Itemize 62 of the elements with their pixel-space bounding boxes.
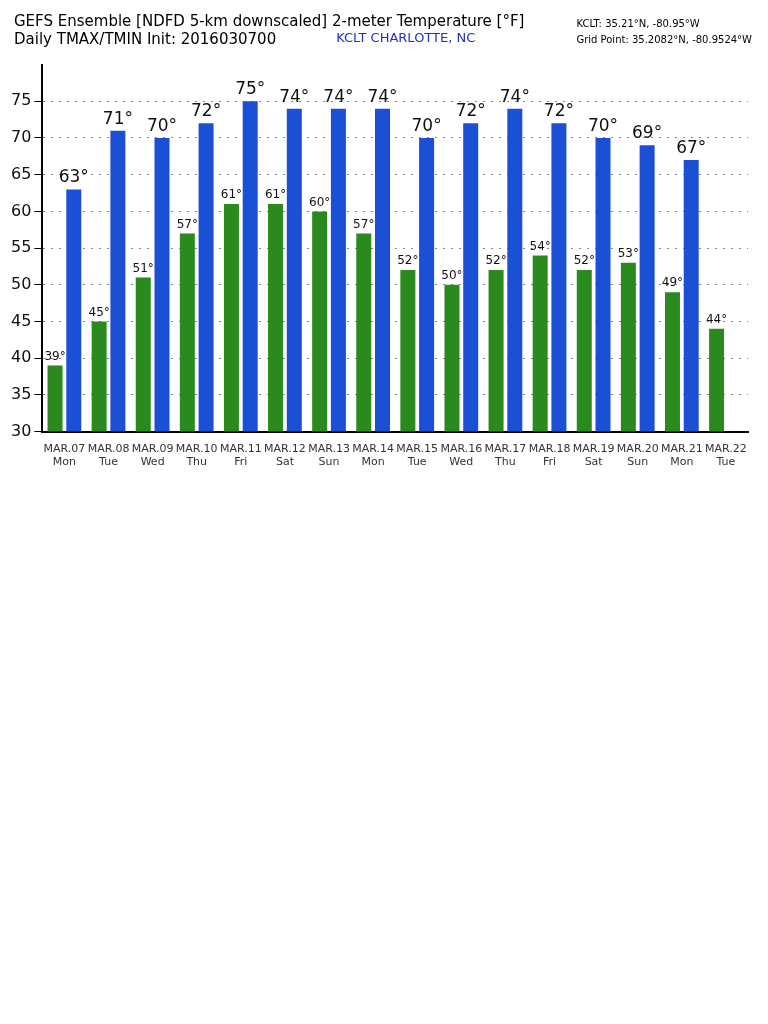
y-tick-label: 45: [11, 310, 32, 330]
x-tick-label: MAR.18 Fri: [528, 442, 571, 469]
data-label: 60°: [309, 194, 331, 209]
data-label: 72°: [543, 100, 574, 121]
text: Grid Point: 35.2082°N, -80.9524°W: [576, 33, 752, 47]
data-label: 70°: [411, 114, 442, 135]
data-label: 54°: [529, 238, 551, 253]
x-tick-label: MAR.08 Tue: [87, 442, 130, 469]
x-tick-label: MAR.12 Sat: [264, 442, 306, 469]
x-tick-label: MAR.09 Wed: [131, 442, 174, 469]
data-label: 63°: [58, 166, 89, 187]
x-tick-label: MAR.17 Thu: [484, 442, 527, 469]
x-tick-label: MAR.14 Mon: [352, 442, 395, 469]
y-tick-label: 35: [11, 384, 32, 404]
y-tick-label: 55: [11, 237, 32, 257]
chart-subtitle: Daily TMAX/TMIN Init: 2016030700: [14, 30, 277, 48]
data-label: 53°: [617, 245, 640, 260]
data-label: 57°: [176, 216, 198, 231]
chart-title: GEFS Ensemble [NDFD 5-km downscaled] 2-meter Temperature [°F]: [14, 12, 525, 30]
x-tick-label: MAR.22 Tue: [705, 442, 747, 469]
data-label: 69°: [632, 122, 663, 143]
text: KCLT CHARLOTTE, NC: [336, 30, 476, 47]
x-tick-label: MAR.21 Mon: [660, 442, 703, 469]
y-tick-label: 30: [11, 420, 32, 440]
data-label: 74°: [367, 85, 398, 106]
data-label: 72°: [455, 100, 486, 121]
data-label: 61°: [220, 187, 243, 202]
x-tick-label: MAR.10 Thu: [175, 442, 218, 469]
data-label: 67°: [676, 136, 707, 157]
y-tick-label: 60: [11, 200, 32, 220]
data-label: 52°: [573, 253, 595, 268]
data-label: 52°: [397, 253, 419, 268]
y-tick-label: 75: [11, 90, 32, 110]
data-label: 70°: [587, 114, 619, 135]
y-tick-label: 50: [11, 273, 32, 293]
data-label: 45°: [88, 304, 110, 319]
x-tick-label: MAR.15 Tue: [396, 442, 439, 469]
data-label: 61°: [264, 187, 287, 202]
data-label: 72°: [191, 100, 222, 121]
data-label: 51°: [132, 260, 154, 275]
data-label: 44°: [705, 311, 728, 326]
text: KCLT: 35.21°N, -80.95°W: [576, 17, 701, 31]
data-label: 74°: [279, 85, 310, 106]
data-label: 74°: [323, 85, 354, 106]
x-tick-label: MAR.19 Sat: [572, 442, 615, 469]
x-tick-label: MAR.13 Sun: [308, 442, 350, 469]
data-label: 52°: [485, 253, 507, 268]
data-label: 49°: [661, 275, 684, 290]
x-tick-label: MAR.20 Sun: [616, 442, 659, 469]
x-tick-label: MAR.16 Wed: [440, 442, 483, 469]
x-tick-label: MAR.11 Fri: [219, 442, 262, 469]
y-tick-label: 70: [11, 127, 32, 147]
x-tick-label: MAR.07 Mon: [43, 442, 86, 469]
data-label: 75°: [235, 78, 266, 99]
data-label: 74°: [499, 85, 530, 106]
data-label: 57°: [353, 216, 375, 231]
data-label: 39°: [44, 348, 66, 363]
y-tick-label: 65: [11, 163, 32, 183]
data-label: 71°: [102, 107, 133, 128]
data-label: 50°: [441, 267, 463, 282]
data-label: 70°: [146, 114, 178, 135]
y-tick-label: 40: [11, 347, 32, 367]
